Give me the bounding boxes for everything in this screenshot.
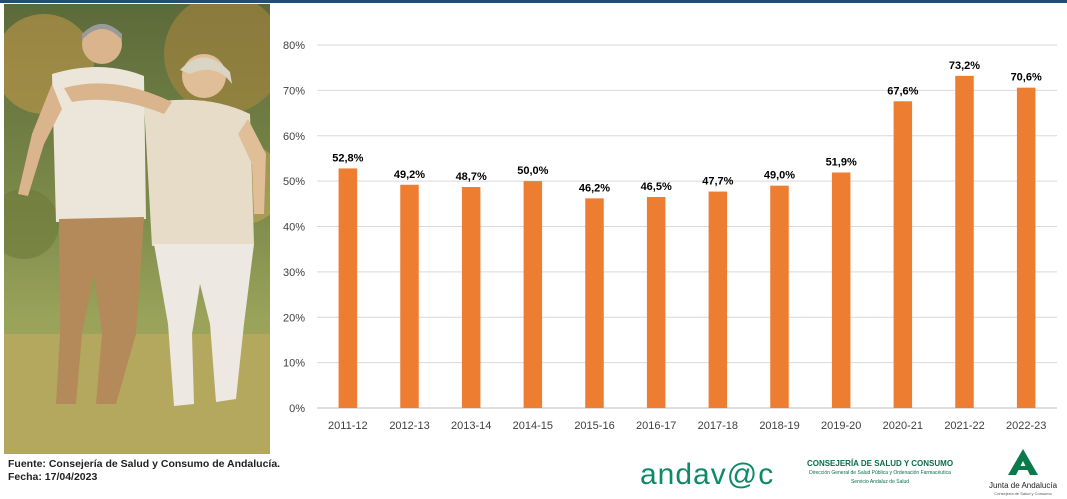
bar <box>400 184 419 408</box>
header-rule <box>0 0 1067 3</box>
y-tick-label: 20% <box>283 312 305 324</box>
consejeria-logo: CONSEJERÍA DE SALUD Y CONSUMO Dirección … <box>792 458 968 487</box>
x-tick-label: 2019-20 <box>821 420 861 432</box>
x-tick-label: 2021-22 <box>944 420 984 432</box>
y-tick-label: 10% <box>283 358 305 370</box>
bar <box>523 181 543 408</box>
bar-chart-svg: 0% 10% 20% 30% 40% 50% 60% 70% 80% 52,8% 2011-12 49… <box>283 40 1057 432</box>
bar <box>831 172 851 408</box>
x-tick-label: 2020-21 <box>883 420 923 432</box>
bar <box>708 191 728 408</box>
data-label: 51,9% <box>826 157 857 169</box>
data-label: 46,5% <box>641 181 672 193</box>
y-tick-label: 30% <box>283 267 305 279</box>
junta-name: Junta de Andalucía <box>988 481 1058 490</box>
junta-a-icon <box>1008 449 1038 475</box>
andavac-logo: andav@c <box>640 458 775 491</box>
data-label: 70,6% <box>1011 72 1042 84</box>
x-tick-label: 2014-15 <box>513 420 553 432</box>
x-tick-label: 2011-12 <box>328 420 368 432</box>
consejeria-subtitle: Dirección General de Salud Pública y Ord… <box>809 470 951 476</box>
bar <box>893 101 913 408</box>
bar <box>770 185 789 408</box>
source-note: Fuente: Consejería de Salud y Consumo de… <box>8 458 280 484</box>
data-label: 47,7% <box>702 176 733 188</box>
bar <box>1016 87 1036 408</box>
x-tick-label: 2016-17 <box>636 420 676 432</box>
y-tick-label: 80% <box>283 40 305 52</box>
y-tick-label: 40% <box>283 222 305 234</box>
data-label: 67,6% <box>887 85 918 97</box>
consejeria-service: Servicio Andaluz de Salud <box>850 479 910 485</box>
data-label: 49,2% <box>394 169 425 181</box>
x-tick-label: 2012-13 <box>389 420 429 432</box>
elderly-couple-photo <box>4 4 270 454</box>
bar <box>461 187 481 408</box>
x-tick-label: 2015-16 <box>574 420 614 432</box>
data-label: 50,0% <box>517 165 548 177</box>
data-label: 46,2% <box>579 182 610 194</box>
bar-chart: 0% 10% 20% 30% 40% 50% 60% 70% 80% 52,8% 2011-12 49… <box>272 20 1062 440</box>
y-tick-label: 50% <box>283 176 305 188</box>
data-label: 48,7% <box>456 171 487 183</box>
x-tick-label: 2022-23 <box>1006 420 1046 432</box>
x-tick-label: 2017-18 <box>698 420 738 432</box>
bar <box>338 168 358 408</box>
y-tick-label: 70% <box>283 85 305 97</box>
data-label: 52,8% <box>332 152 363 164</box>
data-label: 73,2% <box>949 60 980 72</box>
consejeria-title: CONSEJERÍA DE SALUD Y CONSUMO <box>806 459 954 468</box>
source-line: Fuente: Consejería de Salud y Consumo de… <box>8 458 281 470</box>
y-tick-label: 60% <box>283 131 305 143</box>
date-line: Fecha: 17/04/2023 <box>8 471 98 483</box>
x-tick-label: 2013-14 <box>451 420 491 432</box>
junta-logo: Junta de Andalucía Consejería de Salud y… <box>985 448 1061 497</box>
bar <box>585 198 604 408</box>
y-tick-label: 0% <box>289 403 305 415</box>
data-label: 49,0% <box>764 170 795 182</box>
x-tick-label: 2018-19 <box>759 420 799 432</box>
bar <box>955 75 974 409</box>
bar <box>646 197 666 408</box>
junta-subtitle: Consejería de Salud y Consumo <box>994 491 1052 496</box>
